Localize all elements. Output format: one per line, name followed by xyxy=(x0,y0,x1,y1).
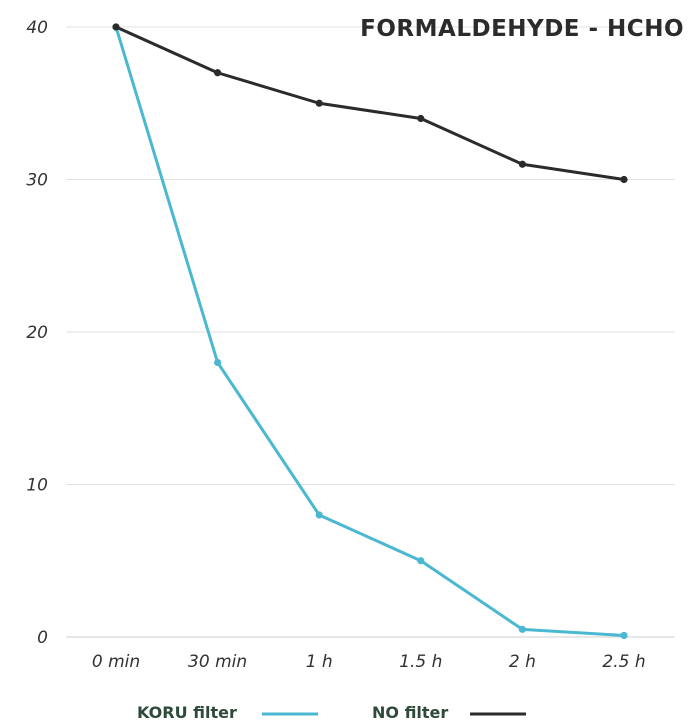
data-point xyxy=(518,160,527,168)
chart-title: FORMALDEHYDE - HCHO xyxy=(360,16,684,42)
series-line-1 xyxy=(114,25,626,181)
data-point xyxy=(417,114,425,123)
data-point xyxy=(112,23,120,31)
y-tick-label: 0 xyxy=(37,628,48,648)
y-axis-ticks: 0 10 20 30 40 xyxy=(26,18,48,648)
y-tick-label: 10 xyxy=(26,476,48,496)
data-point xyxy=(315,99,323,107)
data-point xyxy=(315,511,323,519)
series-lines xyxy=(114,25,626,637)
data-point xyxy=(620,631,628,640)
x-tick-label: 2 h xyxy=(509,652,536,672)
y-tick-label: 40 xyxy=(26,18,48,38)
series-line-0 xyxy=(114,25,626,637)
legend: KORU filter NO filter xyxy=(137,703,526,722)
legend-label-no-filter: NO filter xyxy=(372,703,448,722)
x-tick-label: 2.5 h xyxy=(602,652,645,672)
y-tick-label: 30 xyxy=(26,171,48,191)
series-points xyxy=(112,23,628,640)
data-point xyxy=(518,625,527,633)
data-point xyxy=(620,175,628,184)
x-tick-label: 0 min xyxy=(92,652,140,672)
x-tick-label: 30 min xyxy=(188,652,247,672)
x-axis-ticks: 0 min 30 min 1 h 1.5 h 2 h 2.5 h xyxy=(92,652,646,672)
grid xyxy=(66,26,675,638)
y-tick-label: 20 xyxy=(26,323,48,343)
legend-label-koru: KORU filter xyxy=(137,703,237,722)
x-tick-label: 1.5 h xyxy=(399,652,442,672)
data-point xyxy=(214,358,222,367)
data-point xyxy=(214,69,222,77)
data-point xyxy=(417,557,425,565)
x-tick-label: 1 h xyxy=(306,652,333,672)
